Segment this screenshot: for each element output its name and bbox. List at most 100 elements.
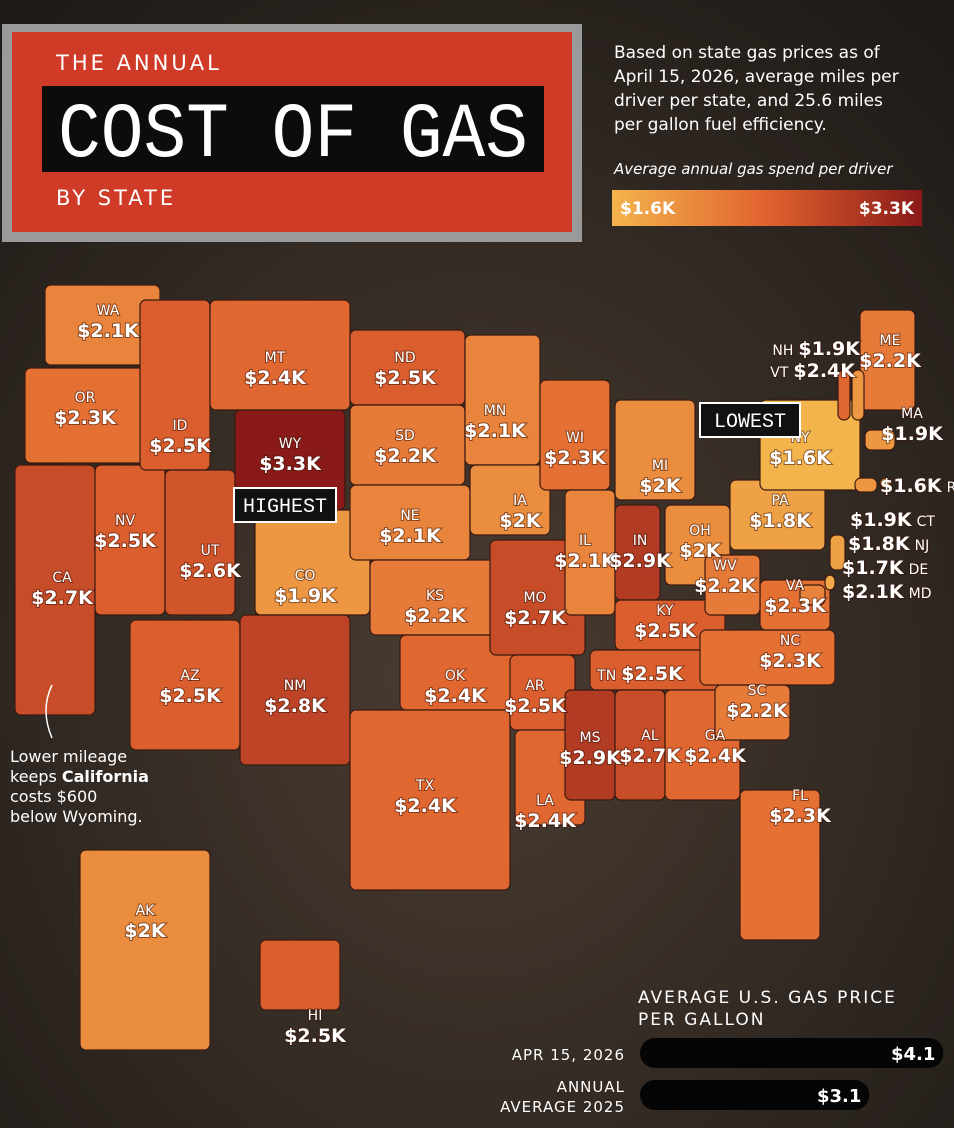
state-code: CO [295, 568, 316, 584]
state-shape [739, 789, 821, 941]
state-code: DE [909, 562, 929, 578]
gas-row-label: APR 15, 2026 [512, 1046, 625, 1064]
annotation-line: costs $600 [10, 787, 97, 806]
state-value: $2.2K [404, 605, 467, 627]
description-line: Based on state gas prices as of [614, 43, 881, 63]
annotation-line: below Wyoming. [10, 807, 143, 826]
state-code: VA [786, 578, 805, 594]
state-value: $2.8K [264, 695, 327, 717]
state-code: UT [201, 543, 220, 559]
state-value: $2.7K [619, 745, 682, 767]
state-value: $2.7K [504, 607, 567, 629]
state-code: NC [780, 633, 800, 649]
state-shape [837, 369, 851, 421]
state-code: OK [445, 668, 466, 684]
state-value: $1.7K [842, 557, 905, 579]
state-shape [829, 534, 846, 571]
legend-bar [612, 190, 922, 226]
state-value: $2.1K [842, 581, 905, 603]
state-value: $2.4K [684, 745, 747, 767]
state-shape [854, 477, 878, 493]
state-value: $2.5K [159, 685, 222, 707]
state-value: $2.1K [554, 550, 617, 572]
description-line: per gallon fuel efficiency. [614, 115, 827, 135]
gas-title: PER GALLON [638, 1010, 765, 1030]
state-value: $2.3K [759, 650, 822, 672]
highest-label: HIGHEST [243, 496, 327, 519]
state-value: $2.3K [769, 805, 832, 827]
state-code: MO [523, 590, 546, 606]
state-code: PA [771, 493, 789, 509]
state-value: $3.3K [259, 453, 322, 475]
state-value: $2.9K [609, 550, 672, 572]
state-value: $2.2K [374, 445, 437, 467]
state-shape [464, 334, 541, 466]
annotation-emphasis: California [62, 767, 149, 786]
state-shape [851, 369, 865, 421]
state-shape [824, 574, 836, 591]
state-code: NJ [915, 538, 930, 554]
state-value: $2.4K [793, 360, 856, 382]
state-code: NH [772, 343, 793, 359]
gas-title: AVERAGE U.S. GAS PRICE [638, 988, 897, 1008]
state-code: MN [484, 403, 507, 419]
state-value: $2.2K [694, 575, 757, 597]
state-labels: WA$2.1KOR$2.3KCA$2.7KNV$2.5KID$2.5KMT$2.… [30, 302, 954, 1048]
state-label: VT $2.4K [770, 360, 856, 382]
title-main: COST OF GAS [58, 92, 528, 180]
annotation-line: Lower mileage [10, 747, 127, 766]
state-value: $2.5K [94, 530, 157, 552]
title-bottom: BY STATE [56, 186, 176, 210]
state-shape [79, 849, 211, 1051]
state-shape [879, 477, 891, 489]
state-code: AZ [180, 668, 199, 684]
state-code: MA [901, 406, 923, 422]
description-line: driver per state, and 25.6 miles [614, 91, 883, 111]
annotation-arrow [45, 684, 53, 739]
state-value: $2.3K [54, 407, 117, 429]
state-value: $2.4K [424, 685, 487, 707]
state-value: $2.5K [284, 1025, 347, 1047]
state-value: $2.6K [179, 560, 242, 582]
state-value: $2.1K [464, 420, 527, 442]
state-label: NH $1.9K [772, 338, 861, 360]
state-code: IN [633, 533, 648, 549]
state-value: $2.4K [244, 367, 307, 389]
annotation: Lower mileage keeps California costs $600… [10, 747, 149, 826]
state-shape [704, 554, 761, 616]
state-label: $1.7K DE [842, 557, 928, 579]
state-value: $2K [124, 920, 166, 942]
state-shape [259, 939, 341, 1011]
annotation-line: keeps California [10, 767, 149, 786]
state-label: TN $2.5K [596, 663, 684, 685]
state-value: $2.5K [149, 435, 212, 457]
state-code: MI [652, 458, 668, 474]
legend-max: $3.3K [859, 199, 915, 219]
lowest-label: LOWEST [714, 411, 786, 434]
state-shape [164, 469, 236, 616]
state-code: WI [566, 430, 584, 446]
state-code: ND [394, 350, 415, 366]
state-shape [469, 464, 551, 536]
state-code: GA [705, 728, 726, 744]
state-code: KS [426, 588, 444, 604]
description: Based on state gas prices as of April 15,… [614, 43, 899, 135]
map [14, 284, 916, 1051]
state-code: WY [279, 436, 302, 452]
state-code: LA [536, 793, 554, 809]
state-code: NM [284, 678, 307, 694]
state-value: $2.5K [634, 620, 697, 642]
state-value: $1.9K [798, 338, 861, 360]
state-code: OH [689, 523, 711, 539]
state-code: WA [97, 303, 120, 319]
state-value: $2K [639, 475, 681, 497]
state-code: ME [880, 333, 901, 349]
state-label: $1.6KRI [880, 475, 954, 497]
annotation-text: keeps [10, 767, 57, 786]
state-value: $2K [499, 510, 541, 532]
state-code: AL [641, 728, 659, 744]
state-label: $1.8K NJ [848, 533, 929, 555]
state-value: $1.9K [850, 509, 913, 531]
state-code: SC [748, 683, 767, 699]
